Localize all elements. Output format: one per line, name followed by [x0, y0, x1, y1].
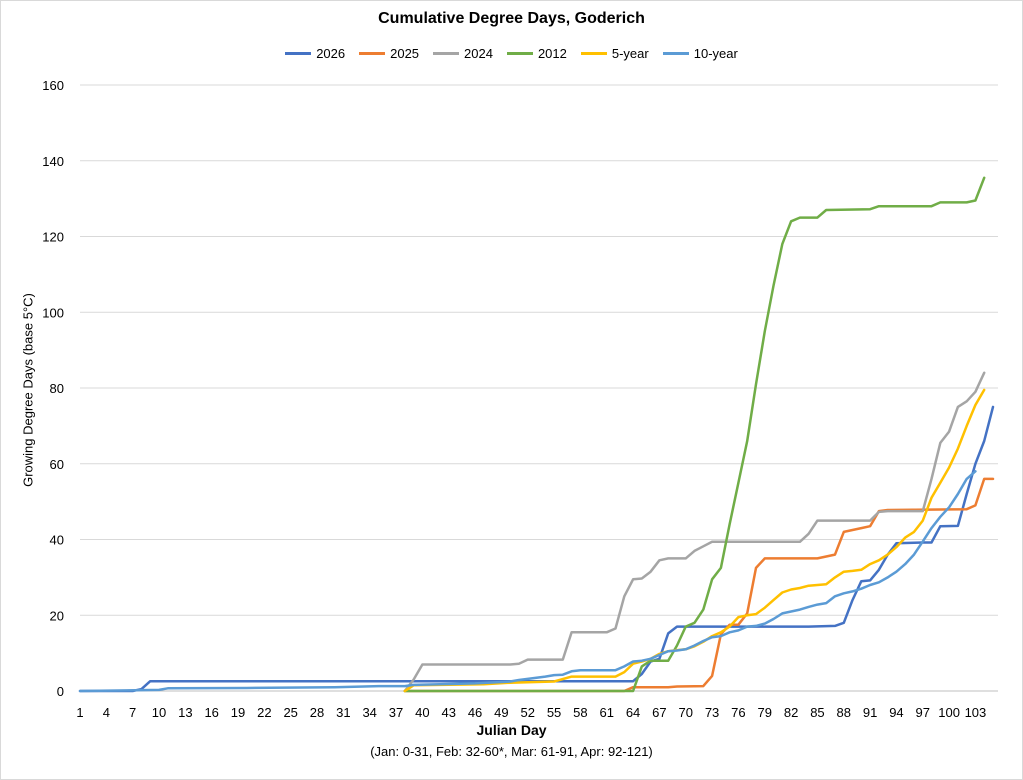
legend-label: 2025: [390, 46, 420, 61]
x-tick-label: 73: [705, 705, 719, 720]
legend-item-2026: 2026: [285, 46, 345, 61]
x-tick-label: 79: [758, 705, 772, 720]
x-tick-label: 64: [626, 705, 640, 720]
y-tick-label: 0: [57, 684, 64, 699]
series-line-10-year: [78, 470, 977, 693]
y-tick-label: 160: [42, 78, 64, 93]
y-tick-label: 20: [50, 608, 64, 623]
legend-item-2024: 2024: [433, 46, 493, 61]
x-axis-note: (Jan: 0-31, Feb: 32-60*, Mar: 61-91, Apr…: [370, 744, 653, 759]
series-line-2012: [403, 176, 986, 693]
y-tick-label: 60: [50, 457, 64, 472]
legend-item-2025: 2025: [359, 46, 419, 61]
x-tick-label: 61: [599, 705, 613, 720]
x-tick-label: 82: [784, 705, 798, 720]
x-tick-label: 34: [362, 705, 376, 720]
x-tick-label: 37: [389, 705, 403, 720]
legend-label: 2026: [316, 46, 346, 61]
x-tick-label: 28: [310, 705, 324, 720]
x-tick-label: 70: [679, 705, 693, 720]
x-tick-label: 58: [573, 705, 587, 720]
legend-label: 2012: [537, 46, 567, 61]
x-tick-label: 67: [652, 705, 666, 720]
x-tick-label: 52: [520, 705, 534, 720]
legend-swatch: [359, 52, 386, 55]
series-line-2024: [403, 371, 986, 693]
x-tick-label: 85: [810, 705, 824, 720]
x-tick-label: 55: [547, 705, 561, 720]
legend-label: 10-year: [693, 46, 738, 61]
legend-item-5-year: 5-year: [580, 46, 649, 61]
x-tick-label: 4: [103, 705, 110, 720]
x-tick-label: 97: [916, 705, 930, 720]
x-tick-label: 46: [468, 705, 482, 720]
legend-label: 2024: [464, 46, 493, 61]
x-tick-label: 10: [152, 705, 166, 720]
y-tick-label: 120: [42, 230, 64, 245]
legend-swatch: [433, 52, 460, 55]
chart-legend: 2026 2025 2024 2012 5-year 10-year: [0, 46, 1023, 61]
x-tick-label: 25: [283, 705, 297, 720]
x-tick-label: 7: [129, 705, 136, 720]
x-tick-label: 43: [441, 705, 455, 720]
x-tick-label: 19: [231, 705, 245, 720]
series-line-2026: [78, 405, 995, 693]
legend-item-2012: 2012: [506, 46, 567, 61]
x-tick-label: 13: [178, 705, 192, 720]
x-tick-label: 91: [863, 705, 877, 720]
y-tick-label: 40: [50, 533, 64, 548]
x-axis-label: Julian Day: [476, 722, 547, 738]
y-tick-label: 80: [50, 381, 64, 396]
y-tick-label: 140: [42, 154, 64, 169]
legend-swatch: [662, 52, 689, 55]
x-tick-label: 100: [938, 705, 960, 720]
x-tick-label: 76: [731, 705, 745, 720]
legend-label: 5-year: [611, 46, 649, 61]
y-tick-label: 100: [42, 305, 64, 320]
x-tick-label: 103: [965, 705, 987, 720]
x-tick-label: 22: [257, 705, 271, 720]
x-tick-label: 49: [494, 705, 508, 720]
x-tick-label: 94: [889, 705, 903, 720]
legend-swatch: [506, 52, 533, 55]
x-tick-label: 16: [204, 705, 218, 720]
series-line-5-year: [403, 388, 986, 693]
chart-title: Cumulative Degree Days, Goderich: [378, 10, 645, 27]
x-tick-label: 88: [837, 705, 851, 720]
legend-item-10-year: 10-year: [662, 46, 738, 61]
x-tick-label: 1: [76, 705, 83, 720]
legend-swatch: [285, 52, 312, 55]
x-tick-label: 31: [336, 705, 350, 720]
x-tick-label: 40: [415, 705, 429, 720]
legend-swatch: [580, 52, 607, 55]
